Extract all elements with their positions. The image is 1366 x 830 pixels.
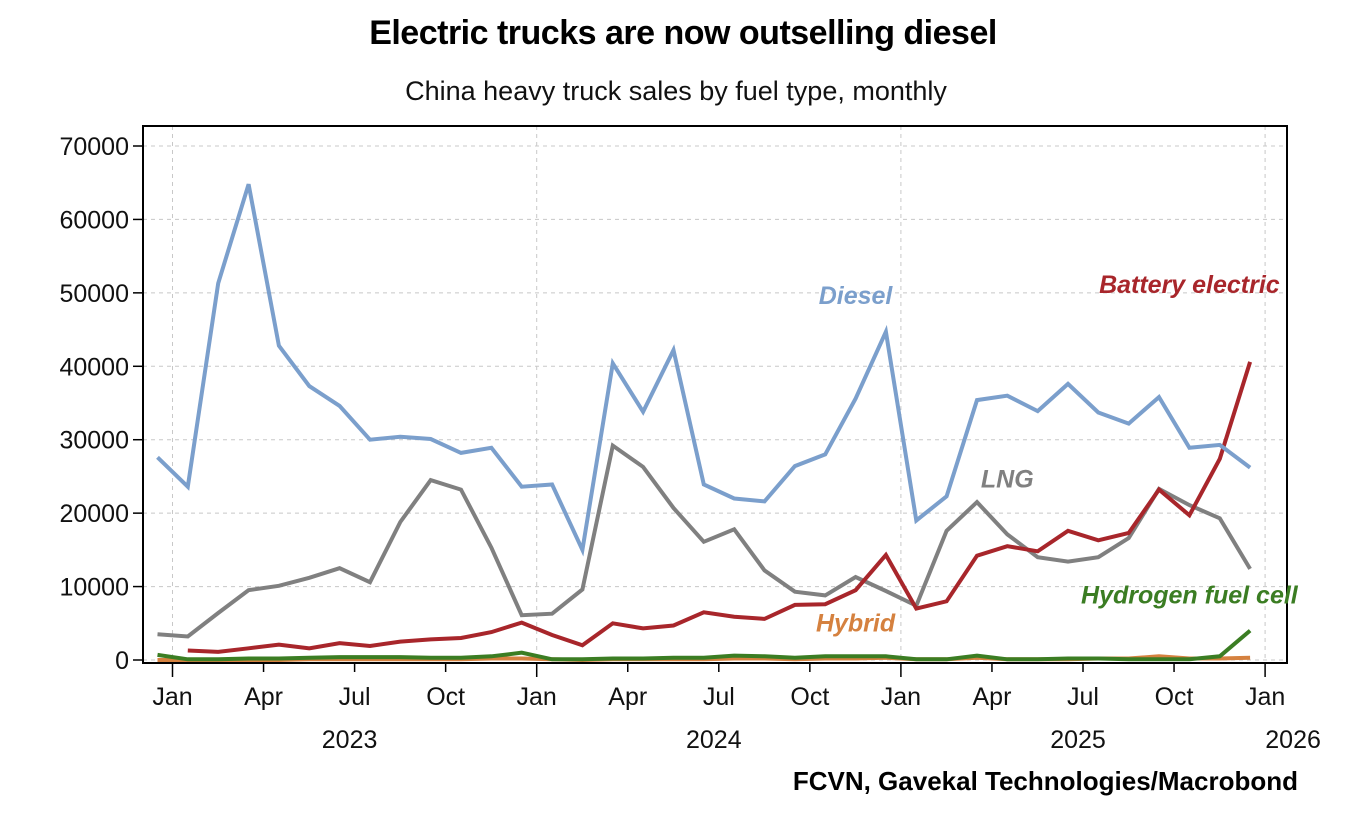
chart-source: FCVN, Gavekal Technologies/Macrobond bbox=[792, 766, 1298, 796]
x-tick-label: Oct bbox=[790, 683, 829, 711]
grid-lines bbox=[143, 126, 1287, 663]
series-line-battery-electric bbox=[187, 361, 1253, 654]
x-tick-label: Apr bbox=[972, 683, 1011, 711]
x-tick-label: Jan bbox=[517, 683, 557, 711]
x-year-label: 2026 bbox=[1265, 726, 1321, 754]
y-tick-label: 20000 bbox=[59, 500, 129, 528]
x-tick-label: Oct bbox=[426, 683, 465, 711]
x-tick-label: Jul bbox=[703, 683, 735, 711]
x-tick-label: Jan bbox=[1245, 683, 1285, 711]
chart-subtitle: China heavy truck sales by fuel type, mo… bbox=[405, 76, 947, 106]
x-year-label: 2023 bbox=[322, 726, 378, 754]
x-year-label: 2024 bbox=[686, 726, 742, 754]
y-tick-label: 10000 bbox=[59, 574, 129, 602]
y-tick-label: 0 bbox=[115, 647, 129, 675]
series-label-diesel: Diesel bbox=[819, 282, 894, 310]
x-tick-label: Oct bbox=[1155, 683, 1194, 711]
series-label-hybrid: Hybrid bbox=[816, 609, 896, 637]
series-label-battery-electric: Battery electric bbox=[1099, 271, 1280, 299]
series-line-hydrogen-fuel-cell bbox=[157, 629, 1252, 662]
y-tick-label: 40000 bbox=[59, 353, 129, 381]
x-tick-label: Jan bbox=[152, 683, 192, 711]
y-tick-label: 30000 bbox=[59, 427, 129, 455]
chart-title: Electric trucks are now outselling diese… bbox=[369, 14, 997, 52]
y-tick-label: 60000 bbox=[59, 206, 129, 234]
series-labels: Diesel LNG Battery electric Hybrid Hydrogen … bbox=[816, 271, 1299, 638]
x-tick-label: Jul bbox=[1067, 683, 1099, 711]
y-tick-label: 70000 bbox=[59, 133, 129, 161]
series-label-lng: LNG bbox=[981, 465, 1034, 493]
x-tick-label: Jan bbox=[881, 683, 921, 711]
series-label-hydrogen-fuel-cell: Hydrogen fuel cell bbox=[1081, 581, 1299, 609]
plot-frame bbox=[142, 125, 1288, 664]
series-layer bbox=[156, 183, 1253, 663]
series-line-diesel bbox=[156, 183, 1252, 557]
y-tick-label: 50000 bbox=[59, 280, 129, 308]
x-tick-label: Apr bbox=[244, 683, 283, 711]
x-tick-label: Apr bbox=[608, 683, 647, 711]
x-tick-label: Jul bbox=[339, 683, 371, 711]
series-line-lng bbox=[157, 442, 1252, 639]
axes: 0 10000 20000 30000 40000 50000 60000 70000 Jan A… bbox=[59, 133, 1320, 754]
x-year-label: 2025 bbox=[1050, 726, 1106, 754]
